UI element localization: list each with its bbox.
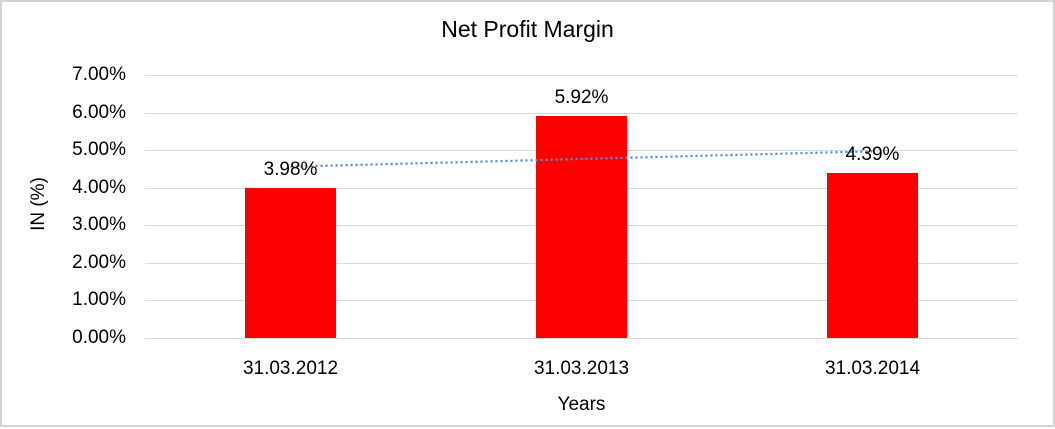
x-tick-label: 31.03.2013 [533, 358, 630, 379]
gridline [145, 75, 1018, 76]
y-tick-label: 2.00% [72, 251, 126, 273]
y-tick-label: 5.00% [72, 139, 126, 161]
y-tick-label: 6.00% [72, 101, 126, 123]
data-label: 4.39% [845, 144, 900, 166]
bar-31.03.2012 [245, 188, 336, 338]
x-axis-title: Years [557, 394, 606, 415]
x-tick-label: 31.03.2014 [824, 358, 921, 379]
gridline [145, 112, 1018, 114]
chart-title: Net Profit Margin [441, 16, 614, 42]
y-tick-label: 3.00% [72, 214, 126, 236]
y-tick-label: 0.00% [72, 327, 126, 348]
bar-31.03.2013 [536, 115, 627, 338]
x-tick-label: 31.03.2012 [242, 358, 339, 379]
y-tick-label: 1.00% [72, 289, 126, 311]
bar-31.03.2014 [827, 173, 918, 338]
data-label: 5.92% [554, 86, 609, 108]
y-tick-label: 4.00% [72, 176, 126, 198]
y-tick-label: 7.00% [72, 64, 126, 85]
gridline [145, 338, 1018, 339]
data-label: 3.98% [263, 159, 318, 181]
